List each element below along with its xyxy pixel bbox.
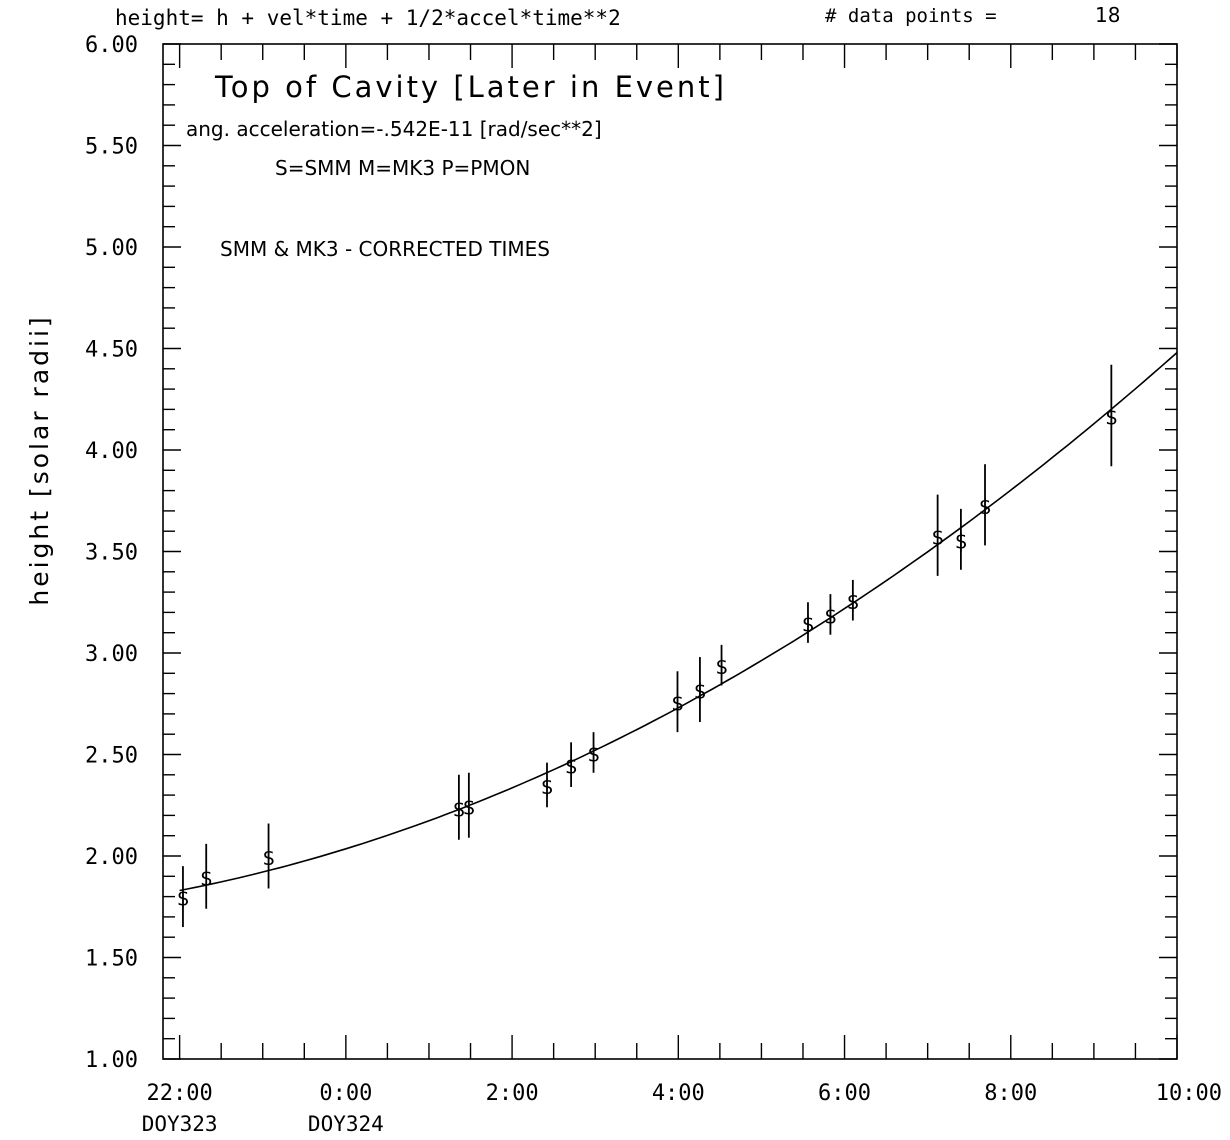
y-tick-label: 3.50: [85, 541, 138, 566]
x-tick-sublabel: DOY324: [308, 1112, 384, 1136]
data-points: $$$$$$$$$$$$ $$$ $$$: [177, 364, 1118, 928]
x-tick-label: 22:00: [147, 1081, 213, 1106]
data-point-marker: $: [262, 846, 275, 870]
data-points-label: # data points =: [825, 5, 997, 27]
plot-title: Top of Cavity [Later in Event]: [214, 70, 727, 104]
y-tick-label: 2.50: [85, 744, 138, 769]
data-point-marker: $: [671, 692, 684, 716]
data-point-marker: $: [955, 529, 968, 553]
instrument-legend: S=SMM M=MK3 P=PMON: [275, 156, 530, 180]
data-point-marker: $: [979, 495, 992, 519]
y-tick-label: 5.00: [85, 236, 138, 261]
y-tick-label: 4.50: [85, 338, 138, 363]
x-tick-label: 6:00: [818, 1081, 871, 1106]
y-tick-label: 6.00: [85, 33, 138, 58]
y-tick-label: 4.00: [85, 439, 138, 464]
y-tick-labels: 1.00 1.50 2.00 2.50 3.00 3.50 4.00 4.50 5.00 5.50…: [85, 33, 138, 1073]
data-point-marker: $: [802, 613, 815, 637]
y-tick-label: 1.00: [85, 1048, 138, 1073]
x-tick-label: 0:00: [319, 1081, 372, 1106]
acceleration-annotation: ang. acceleration=-.542E-11 [rad/sec**2]: [186, 117, 602, 141]
x-tick-label: 10:00: [1156, 1081, 1222, 1106]
x-tick-label: 4:00: [652, 1081, 705, 1106]
data-point-marker: $: [1105, 405, 1118, 429]
data-point-marker: $: [847, 590, 860, 614]
data-point-marker: $: [715, 655, 728, 679]
fit-curve: [179, 351, 1178, 892]
data-point-marker: $: [565, 755, 578, 779]
y-tick-label: 2.00: [85, 845, 138, 870]
data-points-count: 18: [1095, 3, 1120, 27]
corrected-times-note: SMM & MK3 - CORRECTED TIMES: [220, 237, 550, 261]
x-tick-sublabel: DOY323: [142, 1112, 218, 1136]
y-axis-label: height [solar radii]: [25, 314, 54, 605]
data-point-marker: $: [541, 775, 554, 799]
x-tick-label: 2:00: [486, 1081, 539, 1106]
x-tick-labels: 22:00 DOY323 0:00 DOY324 2:00 4:00 6:00 8:00 10:…: [142, 1081, 1222, 1136]
data-point-marker: $: [587, 742, 600, 766]
data-point-marker: $: [694, 680, 707, 704]
y-tick-label: 3.00: [85, 642, 138, 667]
data-point-marker: $: [463, 795, 476, 819]
y-tick-label: 1.50: [85, 947, 138, 972]
data-point-marker: $: [931, 525, 944, 549]
y-tick-label: 5.50: [85, 135, 138, 160]
data-point-marker: $: [200, 866, 213, 890]
plot-frame: [162, 43, 1178, 1060]
data-point-marker: $: [453, 797, 466, 821]
x-tick-label: 8:00: [984, 1081, 1037, 1106]
axis-ticks: [163, 43, 1178, 1060]
data-point-marker: $: [177, 887, 190, 911]
data-point-marker: $: [824, 604, 837, 628]
equation-header: height= h + vel*time + 1/2*accel*time**2: [115, 6, 621, 30]
